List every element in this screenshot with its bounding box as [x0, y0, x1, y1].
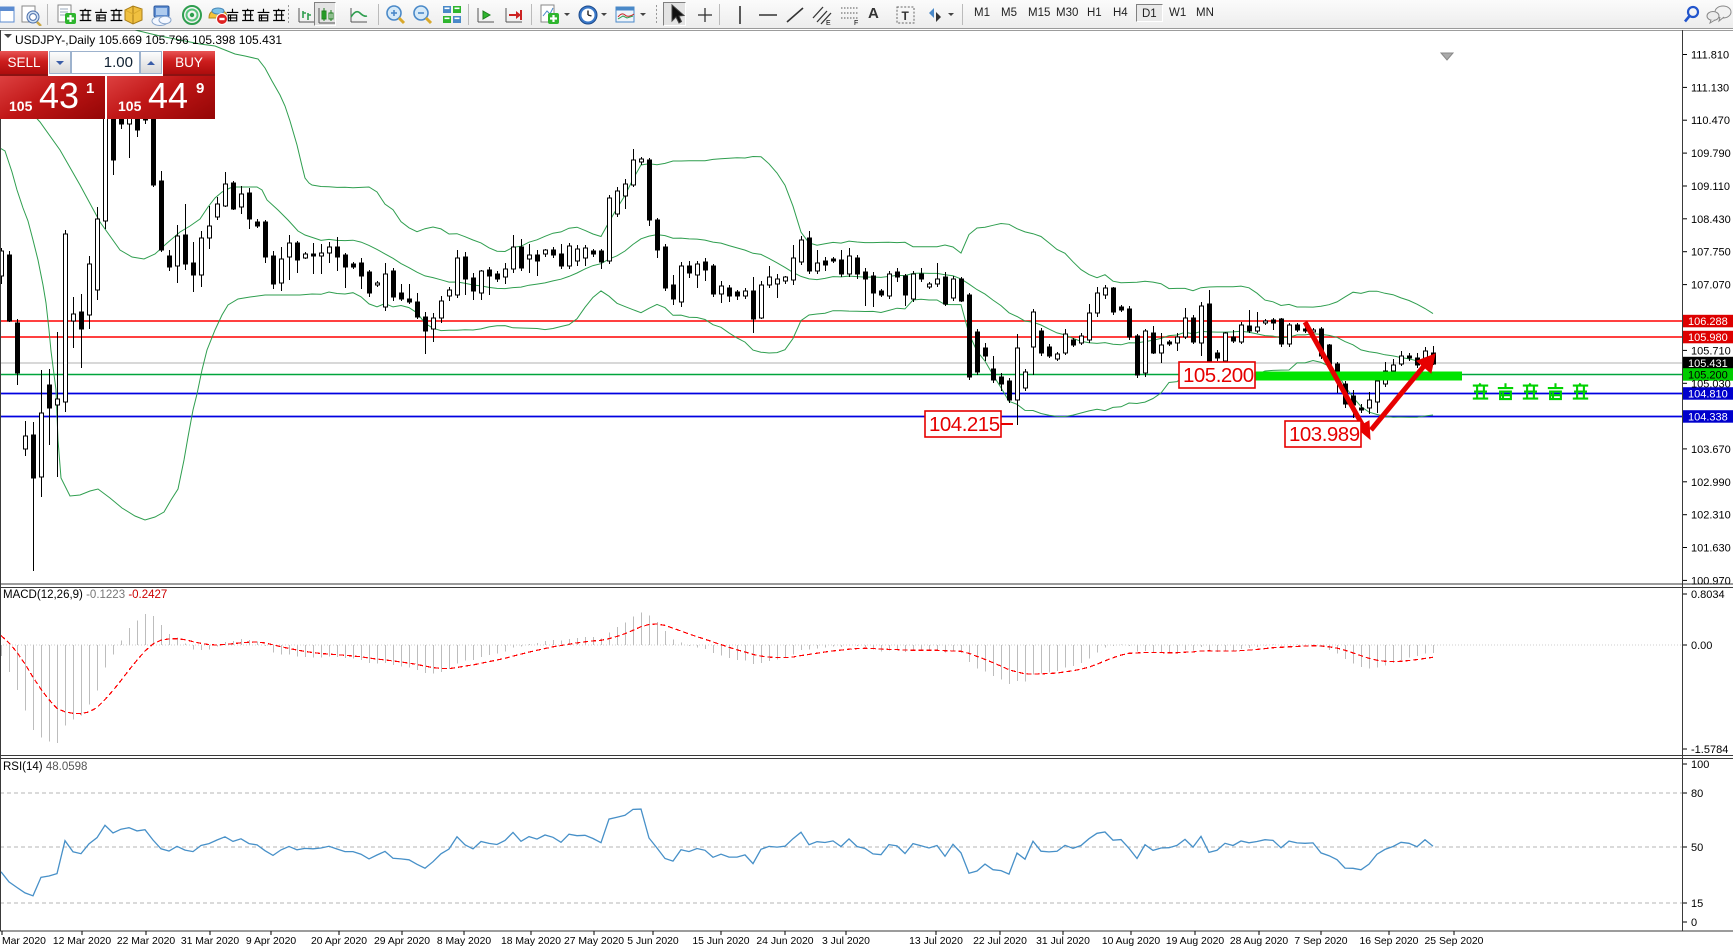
svg-text:13 Jul 2020: 13 Jul 2020: [909, 936, 963, 947]
svg-text:104.338: 104.338: [1688, 412, 1728, 424]
svg-text:105.200: 105.200: [1183, 364, 1254, 387]
svg-text:105.030: 105.030: [1691, 378, 1731, 390]
svg-text:9 Apr 2020: 9 Apr 2020: [246, 936, 296, 947]
svg-text:102.310: 102.310: [1691, 510, 1731, 522]
svg-text:E: E: [826, 20, 831, 26]
svg-text:80: 80: [1691, 788, 1703, 800]
svg-text:24 Jun 2020: 24 Jun 2020: [756, 936, 813, 947]
svg-text:106.288: 106.288: [1688, 316, 1728, 328]
svg-text:RSI(14) 48.0598: RSI(14) 48.0598: [3, 761, 87, 773]
svg-text:22 Mar 2020: 22 Mar 2020: [117, 936, 176, 947]
svg-text:F: F: [854, 20, 858, 26]
svg-text:104.810: 104.810: [1688, 389, 1728, 401]
svg-text:0.00: 0.00: [1691, 640, 1712, 652]
svg-text:108.430: 108.430: [1691, 214, 1731, 226]
svg-text:105.431: 105.431: [1688, 358, 1728, 370]
svg-text:7 Sep 2020: 7 Sep 2020: [1294, 936, 1347, 947]
svg-text:12 Mar 2020: 12 Mar 2020: [53, 936, 112, 947]
svg-text:29 Apr 2020: 29 Apr 2020: [374, 936, 430, 947]
svg-text:102.990: 102.990: [1691, 477, 1731, 489]
svg-text:Mar 2020: Mar 2020: [2, 936, 46, 947]
svg-text:107.750: 107.750: [1691, 247, 1731, 259]
svg-text:27 May 2020: 27 May 2020: [564, 936, 624, 947]
svg-text:111.130: 111.130: [1691, 82, 1729, 94]
svg-text:-1.5784: -1.5784: [1691, 744, 1728, 756]
svg-text:111.810: 111.810: [1691, 50, 1729, 62]
svg-text:18 May 2020: 18 May 2020: [501, 936, 561, 947]
svg-text:0: 0: [1691, 917, 1697, 929]
svg-text:MACD(12,26,9) -0.1223 -0.2427: MACD(12,26,9) -0.1223 -0.2427: [3, 589, 167, 601]
svg-text:109.790: 109.790: [1691, 148, 1731, 160]
svg-text:0.8034: 0.8034: [1691, 589, 1725, 601]
svg-text:15: 15: [1691, 898, 1703, 910]
svg-text:103.670: 103.670: [1691, 444, 1731, 456]
svg-text:3 Jul 2020: 3 Jul 2020: [822, 936, 870, 947]
svg-text:25 Sep 2020: 25 Sep 2020: [1425, 936, 1484, 947]
svg-text:104.215: 104.215: [929, 413, 1000, 436]
svg-text:28 Aug 2020: 28 Aug 2020: [1230, 936, 1289, 947]
svg-text:50: 50: [1691, 842, 1703, 854]
svg-text:19 Aug 2020: 19 Aug 2020: [1166, 936, 1225, 947]
svg-text:22 Jul 2020: 22 Jul 2020: [973, 936, 1027, 947]
svg-text:100.970: 100.970: [1691, 575, 1731, 587]
svg-text:105.200: 105.200: [1688, 370, 1728, 382]
svg-text:105.710: 105.710: [1691, 345, 1731, 357]
svg-text:20 Apr 2020: 20 Apr 2020: [311, 936, 367, 947]
svg-text:105.980: 105.980: [1688, 332, 1728, 344]
svg-text:T: T: [902, 9, 910, 23]
svg-text:110.470: 110.470: [1691, 115, 1730, 127]
svg-text:103.989: 103.989: [1289, 423, 1360, 446]
svg-text:109.110: 109.110: [1691, 181, 1730, 193]
svg-text:10 Aug 2020: 10 Aug 2020: [1102, 936, 1161, 947]
svg-text:107.070: 107.070: [1691, 280, 1731, 292]
svg-text:100: 100: [1691, 759, 1709, 771]
svg-text:8 May 2020: 8 May 2020: [437, 936, 492, 947]
svg-text:31 Mar 2020: 31 Mar 2020: [181, 936, 240, 947]
svg-text:31 Jul 2020: 31 Jul 2020: [1036, 936, 1090, 947]
svg-text:101.630: 101.630: [1691, 543, 1731, 555]
svg-text:15 Jun 2020: 15 Jun 2020: [692, 936, 749, 947]
svg-text:5 Jun 2020: 5 Jun 2020: [627, 936, 679, 947]
svg-text:16 Sep 2020: 16 Sep 2020: [1360, 936, 1419, 947]
